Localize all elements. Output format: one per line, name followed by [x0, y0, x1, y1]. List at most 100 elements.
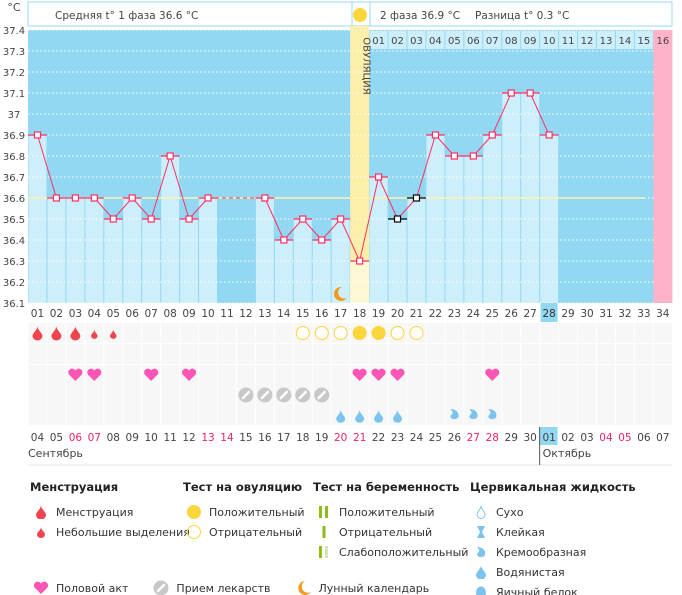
marker-cell	[634, 323, 653, 343]
marker-cell	[653, 344, 672, 364]
cycle-day-label: 14	[277, 308, 291, 320]
marker-cell	[597, 365, 615, 385]
y-tick-label: 37	[8, 110, 21, 121]
ovulation-negative-icon	[295, 326, 310, 340]
marker-cell	[66, 405, 85, 425]
marker-cell	[199, 405, 217, 425]
cycle-day-label: 13	[258, 308, 271, 320]
legend-label: Яичный белок	[496, 585, 578, 595]
watery-fluid-icon	[393, 409, 403, 423]
temperature-line-segment	[491, 92, 512, 136]
cycle-day-label: 21	[410, 308, 423, 320]
calendar-date: 25	[429, 432, 442, 444]
marker-cell	[502, 365, 521, 385]
marker-cell	[47, 405, 66, 425]
temperature-point	[337, 215, 345, 223]
marker-cell	[445, 344, 464, 364]
temperature-line-segment	[340, 218, 361, 262]
month-start-highlight	[539, 427, 558, 445]
marker-cell	[236, 344, 255, 364]
marker-cell	[426, 365, 445, 385]
marker-cell	[47, 344, 66, 364]
calendar-date: 06	[69, 432, 83, 444]
sun-icon	[353, 8, 367, 22]
marker-cell	[578, 344, 596, 364]
ovulation-negative-icon	[333, 326, 348, 340]
calendar-date: 06	[637, 432, 651, 444]
temperature-point	[71, 194, 79, 202]
marker-cell	[66, 344, 85, 364]
marker-cell	[350, 385, 369, 405]
marker-cell	[161, 385, 180, 405]
phase1-average: Средняя t° 1 фаза 36.6 °C	[55, 10, 198, 22]
phase2-day-cell	[521, 31, 540, 49]
marker-cell	[104, 405, 123, 425]
phase2-average: 2 фаза 36.9 °C	[380, 10, 460, 22]
y-tick-label: 36.5	[3, 215, 25, 226]
calendar-date: 27	[467, 432, 480, 444]
marker-cell	[331, 385, 350, 405]
marker-cell	[274, 365, 293, 385]
legend-label: Менструация	[56, 505, 134, 519]
marker-cell	[521, 344, 540, 364]
marker-cell	[615, 365, 634, 385]
marker-cell	[274, 323, 293, 343]
marker-cell	[426, 385, 445, 405]
marker-cell	[293, 344, 312, 364]
marker-cell	[123, 323, 142, 343]
legend-label: Небольшие выделения	[56, 525, 190, 539]
marker-cell	[218, 385, 236, 405]
marker-cell	[47, 365, 66, 385]
temperature-difference: Разница t° 0.3 °C	[475, 10, 569, 22]
calendar-date: 15	[239, 432, 252, 444]
marker-cell	[597, 405, 615, 425]
temperature-point	[356, 257, 364, 265]
unit-label: °C	[7, 1, 21, 14]
marker-cell	[123, 405, 142, 425]
temperature-bar	[255, 198, 274, 303]
marker-cell	[578, 385, 596, 405]
temperature-point	[166, 152, 174, 160]
marker-cell	[85, 344, 104, 364]
cycle-day-label: 10	[201, 308, 214, 320]
phase2-day-cell	[540, 31, 559, 49]
temperature-point	[431, 131, 440, 139]
marker-cell	[123, 365, 142, 385]
light-spotting-icon	[110, 329, 117, 339]
calendar-date: 03	[580, 432, 593, 444]
one-line-icon	[313, 525, 335, 539]
heart-icon	[87, 368, 102, 381]
temperature-point	[299, 215, 307, 223]
phase2-day-cell	[653, 31, 672, 49]
menstruation-drop-icon	[32, 326, 43, 341]
y-tick-label: 36.4	[3, 236, 25, 247]
marker-cell	[578, 323, 596, 343]
y-tick-label: 36.3	[3, 257, 25, 268]
heart-icon	[30, 581, 52, 595]
marker-cell	[161, 323, 180, 343]
marker-cell	[559, 385, 578, 405]
legend-menstruation: Менструация Менструация Небольшие выделе…	[30, 480, 190, 542]
phase2-day-label: 10	[543, 36, 556, 47]
legend-label: Клейкая	[496, 525, 545, 539]
temperature-point	[318, 236, 326, 244]
marker-cell	[559, 365, 578, 385]
temperature-bar	[142, 219, 161, 303]
ovulation-bar	[350, 261, 370, 303]
marker-cell	[388, 385, 407, 405]
marker-cell	[199, 385, 217, 405]
marker-cell	[559, 344, 578, 364]
marker-cell	[502, 323, 521, 343]
calendar-date: 04	[599, 432, 613, 444]
marker-cell	[464, 365, 483, 385]
summary-header	[27, 1, 673, 27]
ovulation-positive-icon	[371, 326, 386, 340]
temperature-point	[545, 131, 553, 139]
marker-cell	[483, 323, 502, 343]
marker-cell	[502, 385, 521, 405]
marker-cell	[578, 365, 596, 385]
temperature-bar	[407, 198, 426, 303]
marker-cell	[85, 405, 104, 425]
calendar-date: 19	[315, 432, 328, 444]
temperature-point	[374, 173, 383, 181]
